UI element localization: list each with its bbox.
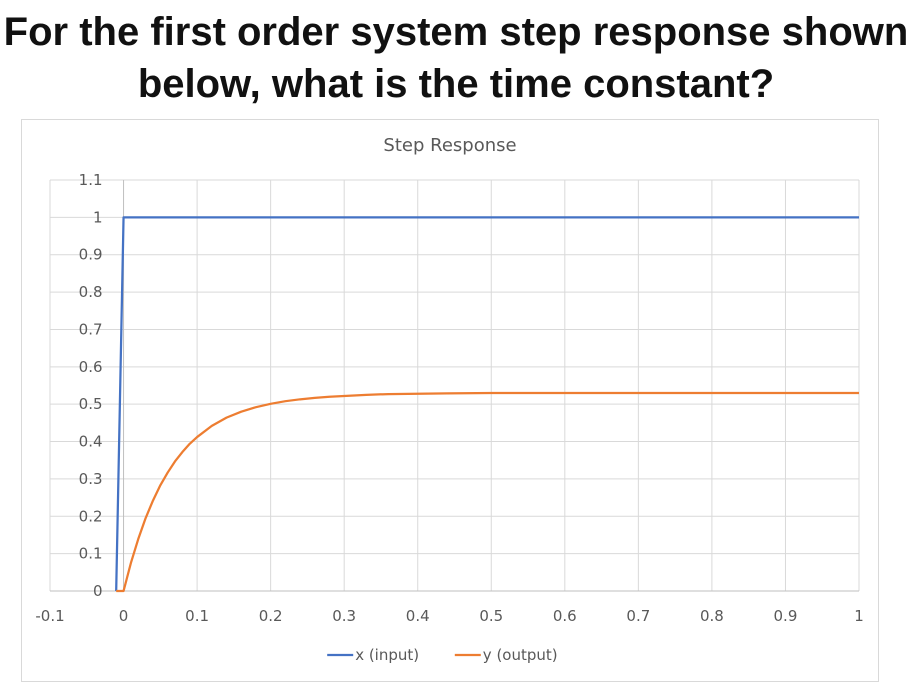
x-tick-label: 0.8: [700, 607, 724, 625]
x-tick-label: 0.5: [479, 607, 503, 625]
x-tick-label: -0.1: [35, 607, 64, 625]
x-tick-label: 1: [854, 607, 864, 625]
chart-title: Step Response: [383, 135, 516, 156]
y-tick-label: 0.2: [79, 507, 103, 525]
x-tick-label: 0.9: [774, 607, 798, 625]
y-tick-label: 1: [93, 208, 103, 226]
x-tick-label: 0.2: [259, 607, 283, 625]
y-tick-label: 0.8: [79, 283, 103, 301]
y-tick-label: 0.9: [79, 246, 103, 264]
y-tick-label: 0.7: [79, 320, 103, 338]
x-tick-label: 0: [119, 607, 129, 625]
question-line-2: below, what is the time constant?: [137, 62, 775, 106]
question-text: For the first order system step response…: [0, 6, 912, 110]
x-tick-label: 0.7: [626, 607, 650, 625]
y-tick-label: 0: [93, 582, 103, 600]
legend-item: x (input): [327, 646, 419, 664]
x-tick-label: 0.3: [332, 607, 356, 625]
y-tick-label: 0.5: [79, 395, 103, 413]
gridlines: [49, 179, 860, 591]
x-tick-label: 0.4: [406, 607, 430, 625]
x-tick-label: 0.1: [185, 607, 209, 625]
y-tick-label: 0.6: [79, 358, 103, 376]
chart-area: [21, 119, 879, 682]
series-line-output: [116, 391, 859, 593]
tick-labels: 0 0.1 0.2 0.3 0.4 0.5 0.6 0.7 0.8 0.9 1 1.1 -0.1 0 0.1…: [35, 171, 863, 625]
y-tick-label: 0.4: [79, 433, 103, 451]
axes: [50, 180, 859, 592]
series-line-input: [115, 216, 859, 592]
y-tick-label: 0.1: [79, 545, 103, 563]
x-tick-label: 0.6: [553, 607, 577, 625]
y-tick-label: 0.3: [79, 470, 103, 488]
legend-item: y (output): [454, 646, 558, 664]
legend: x (input) y (output): [327, 646, 558, 664]
question-line-1: For the first order system step response…: [3, 10, 909, 54]
y-tick-label: 1.1: [79, 171, 103, 189]
series-lines: [115, 216, 859, 593]
legend-label: x (input): [355, 646, 419, 664]
legend-label: y (output): [483, 646, 558, 664]
